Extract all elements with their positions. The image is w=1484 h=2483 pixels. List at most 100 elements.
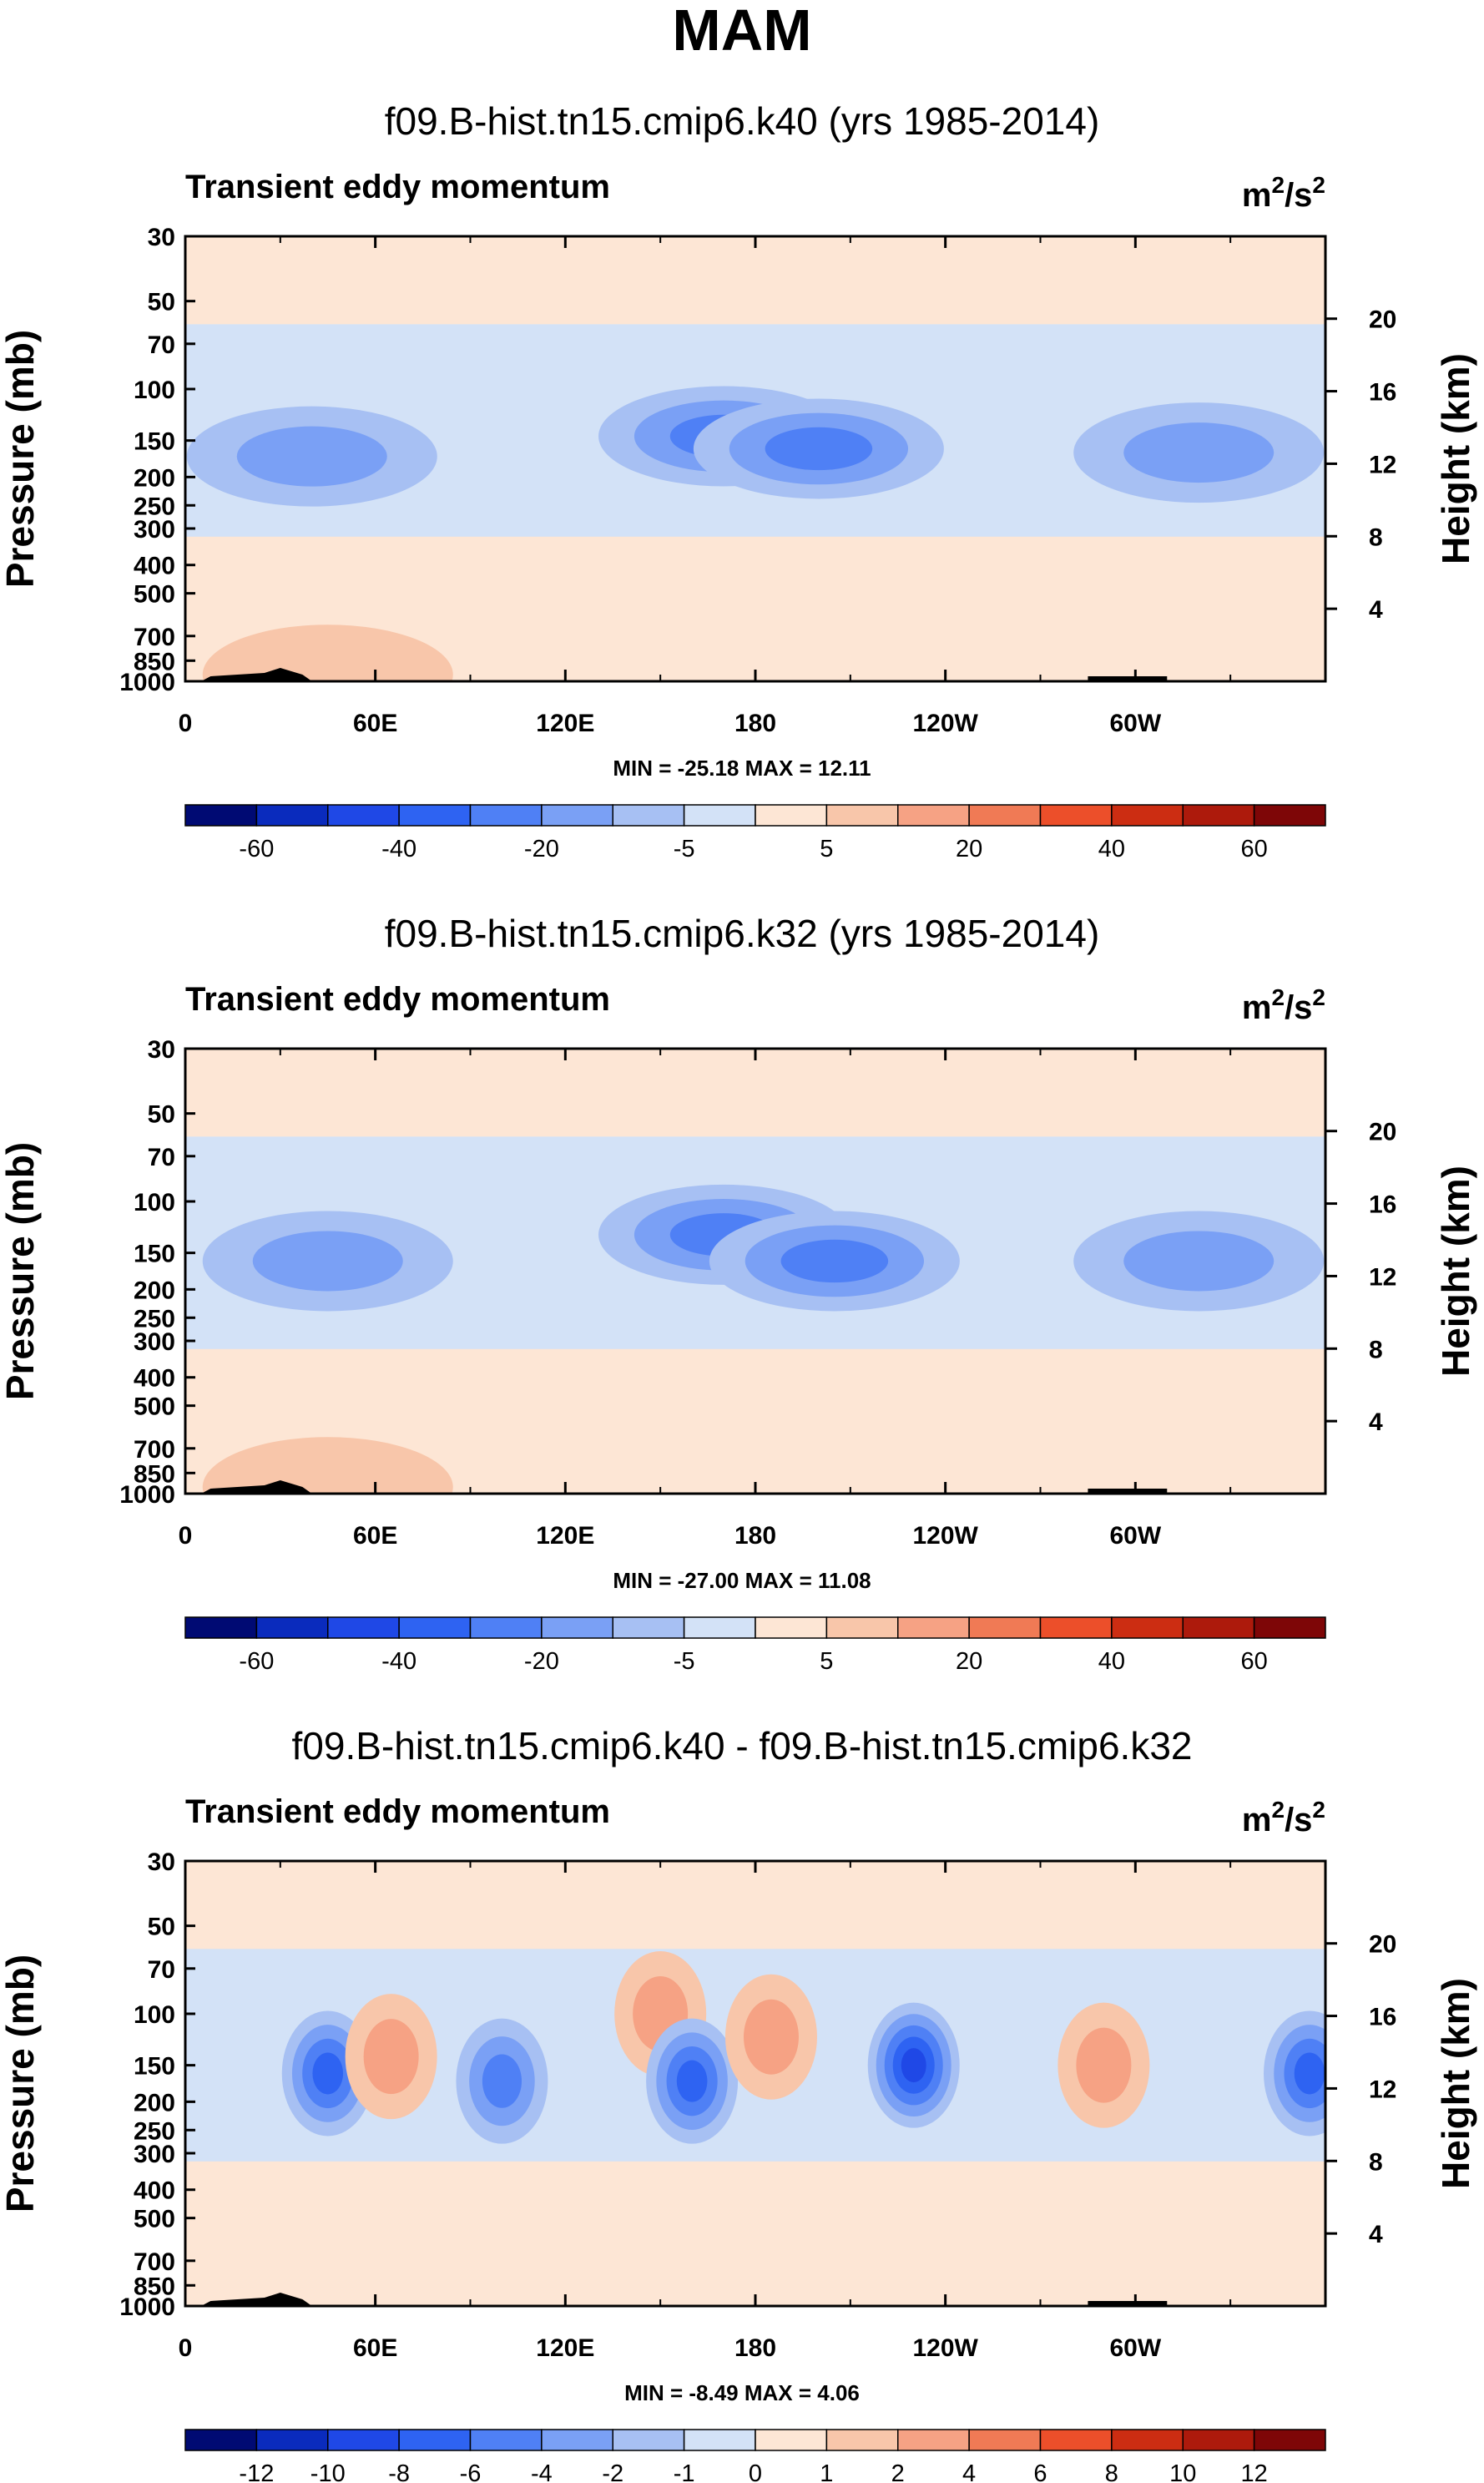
- x-tick-label: 0: [179, 710, 193, 737]
- colorbar-box: [1039, 2429, 1113, 2451]
- min-max-label: MIN = -8.49 MAX = 4.06: [624, 2380, 860, 2405]
- colorbar-label: 1: [820, 2460, 833, 2483]
- colorbar-label: -5: [674, 836, 695, 862]
- colorbar-label: -60: [239, 1648, 274, 1675]
- colorbar-box: [469, 1616, 543, 1639]
- y-right-tick-label: 8: [1369, 2148, 1383, 2176]
- y-right-tick-label: 20: [1369, 1119, 1396, 1146]
- colorbar-label: 60: [1240, 1648, 1267, 1675]
- contour-feature: [252, 1231, 403, 1292]
- colorbar-label: -10: [310, 2460, 346, 2483]
- contour-feature: [765, 427, 873, 471]
- colorbar-box: [1039, 1616, 1113, 1639]
- min-max-label: MIN = -27.00 MAX = 11.08: [613, 1568, 871, 1593]
- y-tick-label: 100: [134, 1189, 175, 1216]
- colorbar-label: 0: [749, 2460, 762, 2483]
- x-tick-label: 60E: [353, 2334, 397, 2362]
- colorbar-box: [255, 1616, 329, 1639]
- colorbar-box: [398, 1616, 472, 1639]
- colorbar-box: [1253, 804, 1326, 827]
- y-tick-label: 250: [134, 2117, 175, 2145]
- panel-subtitle: Transient eddy momentum: [185, 1793, 610, 1830]
- y-axis-title: Pressure (mb): [0, 1142, 42, 1400]
- y-tick-label: 250: [134, 493, 175, 520]
- colorbar-label: 20: [956, 1648, 982, 1675]
- y-right-tick-label: 12: [1369, 2076, 1396, 2103]
- colorbar-box: [255, 2429, 329, 2451]
- y-tick-label: 250: [134, 1305, 175, 1333]
- y-tick-label: 200: [134, 2089, 175, 2116]
- units-label: m2/s2: [1242, 1797, 1325, 1838]
- colorbar-box: [469, 804, 543, 827]
- y-right-tick-label: 16: [1369, 2004, 1396, 2031]
- colorbar-box: [968, 804, 1042, 827]
- colorbar-label: -1: [674, 2460, 695, 2483]
- colorbar-box: [469, 2429, 543, 2451]
- contour-feature: [312, 2052, 344, 2095]
- colorbar-label: 4: [962, 2460, 976, 2483]
- colorbar-box: [683, 1616, 756, 1639]
- colorbar-label: -20: [524, 1648, 559, 1675]
- y-tick-label: 50: [148, 1914, 175, 1941]
- y-tick-label: 400: [134, 1365, 175, 1393]
- y-tick-label: 700: [134, 1436, 175, 1464]
- x-tick-label: 0: [179, 1522, 193, 1550]
- colorbar-label: -12: [239, 2460, 274, 2483]
- x-tick-label: 120W: [912, 2334, 978, 2362]
- contour-feature: [482, 2054, 522, 2108]
- colorbar-label: -8: [388, 2460, 410, 2483]
- colorbar-label: -40: [381, 1648, 416, 1675]
- colorbar-box: [541, 804, 613, 827]
- y-right-tick-label: 16: [1369, 1191, 1396, 1219]
- x-tick-label: 180: [734, 2334, 776, 2362]
- colorbar-box: [541, 1616, 613, 1639]
- contour-feature: [1294, 2052, 1325, 2095]
- colorbar-box: [612, 2429, 685, 2451]
- x-tick-label: 180: [734, 710, 776, 737]
- x-tick-label: 60E: [353, 1522, 397, 1550]
- colorbar-box: [968, 2429, 1042, 2451]
- colorbar-label: 12: [1240, 2460, 1267, 2483]
- x-tick-label: 120E: [536, 710, 594, 737]
- colorbar-label: -60: [239, 836, 274, 862]
- y-tick-label: 50: [148, 1101, 175, 1129]
- panel-title: f09.B-hist.tn15.cmip6.k32 (yrs 1985-2014…: [385, 912, 1100, 955]
- y-tick-label: 850: [134, 1460, 175, 1488]
- topography: [200, 668, 312, 681]
- y-tick-label: 50: [148, 289, 175, 316]
- colorbar-label: 8: [1105, 2460, 1118, 2483]
- y-tick-label: 300: [134, 516, 175, 544]
- y-tick-label: 200: [134, 1277, 175, 1304]
- x-tick-label: 60W: [1109, 2334, 1161, 2362]
- y-tick-label: 100: [134, 377, 175, 404]
- colorbar-box: [825, 1616, 899, 1639]
- panel-2: f09.B-hist.tn15.cmip6.k32 (yrs 1985-2014…: [0, 912, 1477, 1675]
- panel-subtitle: Transient eddy momentum: [185, 981, 610, 1018]
- y-tick-label: 1000: [119, 669, 175, 696]
- colorbar-label: 20: [956, 836, 982, 862]
- colorbar-box: [1111, 804, 1184, 827]
- y-tick-label: 200: [134, 464, 175, 492]
- colorbar-label: -5: [674, 1648, 695, 1675]
- x-tick-label: 60W: [1109, 1522, 1161, 1550]
- colorbar-label: -2: [602, 2460, 623, 2483]
- colorbar-label: 60: [1240, 836, 1267, 862]
- y-tick-label: 1000: [119, 2293, 175, 2321]
- units-label: m2/s2: [1242, 172, 1325, 214]
- contour-feature: [363, 2019, 419, 2095]
- contour-feature: [676, 2060, 708, 2102]
- colorbar-box: [755, 1616, 828, 1639]
- x-tick-label: 120E: [536, 2334, 594, 2362]
- colorbar-box: [1182, 1616, 1255, 1639]
- y-tick-label: 700: [134, 2248, 175, 2276]
- contour-field: [185, 1861, 1325, 2306]
- colorbar-box: [1253, 2429, 1326, 2451]
- colorbar-label: 40: [1098, 1648, 1125, 1675]
- y-tick-label: 150: [134, 1241, 175, 1268]
- contour-feature: [901, 2048, 926, 2083]
- y-tick-label: 70: [148, 1956, 175, 1984]
- y-tick-label: 850: [134, 648, 175, 675]
- y-right-tick-label: 12: [1369, 451, 1396, 478]
- colorbar-box: [1111, 1616, 1184, 1639]
